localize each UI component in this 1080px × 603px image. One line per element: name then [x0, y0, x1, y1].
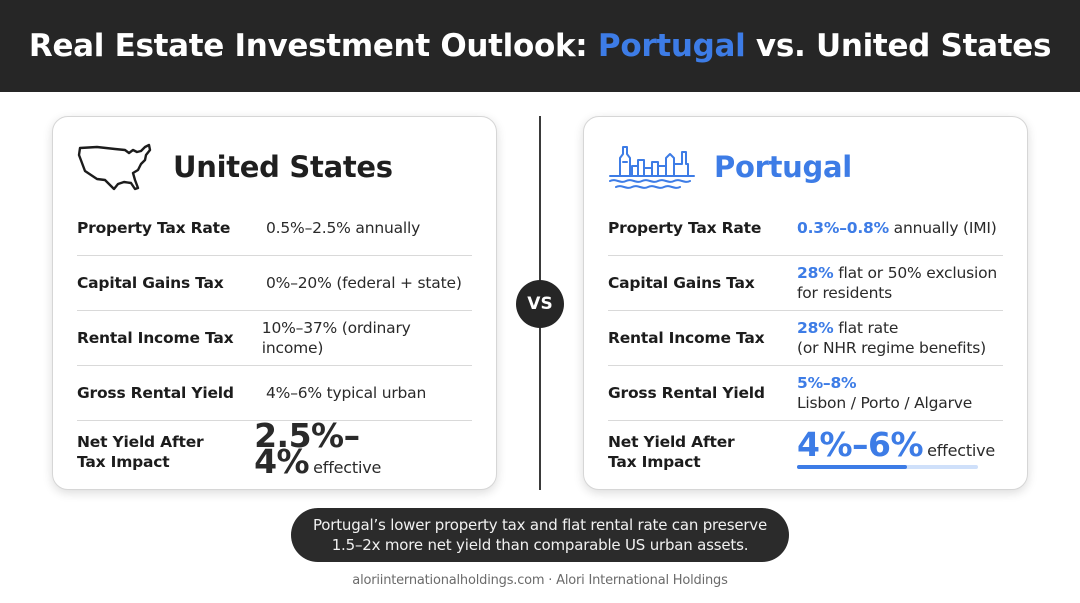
row-value: 28% flat or 50% exclusion for residents — [797, 264, 997, 302]
pt-card-header: Portugal — [608, 141, 852, 193]
row-label: Net Yield After Tax Impact — [608, 433, 735, 471]
row-value: 10%–37% (ordinary income) — [261, 319, 411, 357]
net-yield-underline — [797, 465, 978, 469]
row-value: 0.3%–0.8% annually (IMI) — [797, 219, 997, 237]
table-row: Gross Rental Yield 4%–6% typical urban — [77, 366, 472, 421]
header-bar: Real Estate Investment Outlook: Portugal… — [0, 0, 1080, 92]
net-yield-value: 2.5%–4% — [254, 416, 360, 481]
value-highlight: 0.3%–0.8% — [797, 219, 889, 237]
table-row: Net Yield After Tax Impact 2.5%–4% effect… — [77, 419, 472, 483]
row-value: 28% flat rate (or NHR regime benefits) — [797, 319, 986, 357]
summary-callout: Portugal’s lower property tax and flat r… — [291, 508, 789, 562]
value-highlight: 28% — [797, 319, 834, 337]
row-value: 5%–8% Lisbon / Porto / Algarve — [797, 374, 973, 412]
row-label: Property Tax Rate — [77, 219, 231, 237]
us-rows: Property Tax Rate 0.5%–2.5% annually Cap… — [77, 201, 472, 483]
row-label: Gross Rental Yield — [608, 384, 765, 402]
callout-line: Portugal’s lower property tax and flat r… — [312, 516, 768, 534]
row-value: 2.5%–4% effective — [254, 419, 472, 478]
row-label: Capital Gains Tax — [608, 274, 755, 292]
us-map-icon — [77, 142, 153, 192]
us-card-title: United States — [173, 150, 393, 184]
pt-card: Portugal Property Tax Rate 0.3%–0.8% ann… — [583, 116, 1028, 490]
portugal-skyline-icon — [608, 142, 696, 192]
us-card-header: United States — [77, 141, 393, 193]
callout-line: 1.5–2x more net yield than comparable US… — [331, 536, 749, 554]
table-row: Property Tax Rate 0.5%–2.5% annually — [77, 201, 472, 256]
row-value: 4%–6% typical urban — [266, 384, 427, 402]
table-row: Net Yield After Tax Impact 4%–6% effectiv… — [608, 421, 1003, 483]
net-yield-emphasis: 4%–6% effective — [797, 428, 996, 469]
net-yield-suffix: effective — [927, 441, 996, 460]
row-value: 4%–6% effective — [797, 428, 996, 469]
row-label: Rental Income Tax — [77, 329, 234, 347]
row-label: Net Yield After Tax Impact — [77, 433, 204, 471]
row-label: Capital Gains Tax — [77, 274, 224, 292]
page-title: Real Estate Investment Outlook: Portugal… — [28, 28, 1052, 64]
row-value: 0.5%–2.5% annually — [266, 219, 421, 237]
pt-rows: Property Tax Rate 0.3%–0.8% annually (IM… — [608, 201, 1003, 483]
value-highlight: 28% — [797, 264, 834, 282]
net-yield-suffix: effective — [313, 458, 382, 477]
table-row: Capital Gains Tax 0%–20% (federal + stat… — [77, 256, 472, 311]
row-label: Property Tax Rate — [608, 219, 762, 237]
table-row: Rental Income Tax 10%–37% (ordinary inco… — [77, 311, 472, 366]
table-row: Gross Rental Yield 5%–8% Lisbon / Porto … — [608, 366, 1003, 421]
row-value: 0%–20% (federal + state) — [266, 274, 462, 292]
net-yield-value: 4%–6% — [797, 425, 924, 464]
table-row: Capital Gains Tax 28% flat or 50% exclus… — [608, 256, 1003, 311]
pt-card-title: Portugal — [714, 150, 852, 184]
us-card: United States Property Tax Rate 0.5%–2.5… — [52, 116, 497, 490]
footer-credit: aloriinternationalholdings.com · Alori I… — [352, 573, 728, 588]
table-row: Property Tax Rate 0.3%–0.8% annually (IM… — [608, 201, 1003, 256]
title-accent: Portugal — [597, 28, 746, 64]
vs-badge: VS — [516, 280, 564, 328]
row-label: Gross Rental Yield — [77, 384, 234, 402]
row-label: Rental Income Tax — [608, 329, 765, 347]
value-highlight: 5%–8% — [797, 374, 857, 392]
table-row: Rental Income Tax 28% flat rate (or NHR … — [608, 311, 1003, 366]
